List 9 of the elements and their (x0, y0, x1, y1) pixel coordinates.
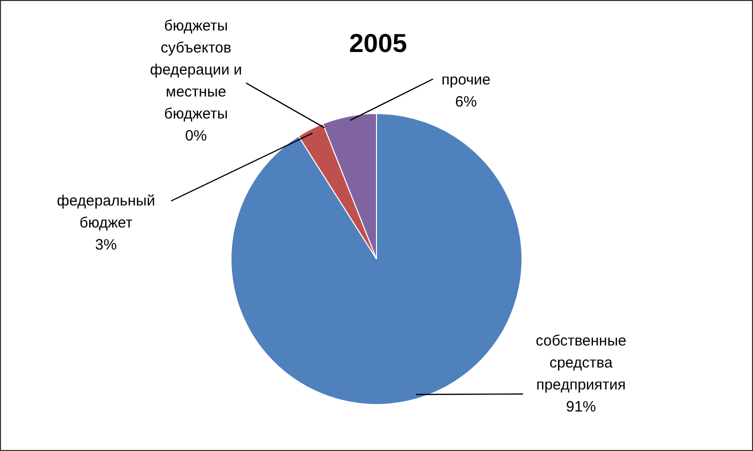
slice-label: собственные средства предприятия (536, 332, 626, 394)
text: 0% (185, 128, 207, 145)
category-label: бюджеты субъектов федерации и местные бюджеты (150, 18, 242, 123)
data-label: 3% (95, 236, 117, 254)
data-label: 91% (566, 398, 596, 416)
slice-label: прочие (441, 72, 491, 89)
chart-title: 2005 (349, 28, 407, 58)
data-label: 6% (455, 94, 477, 111)
slice-label: федеральный бюджет (56, 192, 156, 232)
